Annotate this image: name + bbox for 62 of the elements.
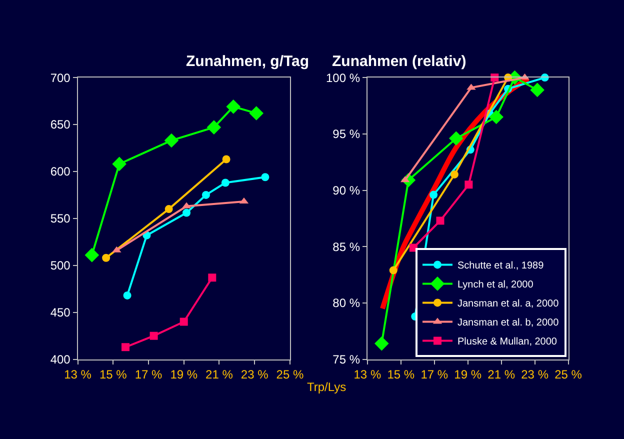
y-tick-label: 500 (50, 258, 71, 273)
y-tick-label: 600 (50, 164, 71, 179)
point (530, 82, 544, 98)
point (389, 266, 398, 274)
point (112, 156, 126, 172)
point (450, 170, 458, 178)
point (436, 216, 444, 225)
x-tick-label: 23 % (240, 368, 269, 382)
legend-label: Schutte et al., 1989 (457, 260, 544, 272)
point (202, 190, 210, 199)
point (102, 254, 110, 262)
x-tick-label: 19 % (454, 368, 482, 382)
point (206, 120, 222, 134)
x-tick-label: 13 % (354, 368, 382, 382)
point (164, 205, 173, 214)
x-tick-label: 19 % (170, 368, 198, 382)
x-tick-label: 15 % (99, 368, 128, 382)
y-tick-label: 75 % (332, 352, 360, 367)
point (150, 332, 158, 340)
point (430, 190, 438, 199)
point (448, 131, 464, 146)
x-tick-label: 23 % (521, 368, 549, 382)
point (84, 248, 100, 262)
y-tick-label: 550 (50, 212, 71, 226)
y-tick-label: 100 % (326, 70, 360, 85)
point (489, 110, 504, 124)
y-tick-label: 95 % (332, 127, 360, 142)
x-tick-label: 21 % (488, 368, 516, 382)
chart-title: Zunahmen (relativ) (332, 53, 466, 70)
point (122, 343, 130, 352)
y-tick-label: 700 (50, 70, 71, 85)
legend-label: Lynch et al, 2000 (457, 280, 534, 291)
x-axis-title: Trp/Lys (307, 380, 346, 394)
legend-label: Jansman et al. b, 2000 (457, 318, 560, 329)
point (226, 100, 241, 114)
y-tick-label: 650 (50, 118, 71, 132)
point (464, 180, 473, 189)
y-tick-label: 85 % (332, 240, 360, 254)
y-tick-label: 80 % (332, 296, 360, 310)
point (221, 178, 230, 187)
legend-label: Pluske & Mullan, 2000 (457, 336, 558, 348)
point (249, 106, 264, 120)
point (180, 318, 188, 326)
y-tick-label: 400 (50, 352, 71, 367)
x-tick-label: 15 % (387, 368, 415, 382)
point (261, 173, 270, 182)
x-tick-label: 13 % (64, 368, 92, 382)
y-tick-label: 450 (50, 306, 71, 320)
point (164, 133, 179, 148)
x-tick-label: 25 % (276, 368, 304, 382)
point (208, 274, 216, 282)
point (182, 208, 191, 217)
chart-title: Zunahmen, g/Tag (186, 53, 310, 70)
x-tick-label: 21 % (206, 368, 234, 382)
point (374, 336, 389, 351)
point (123, 291, 132, 300)
x-tick-label: 17 % (134, 368, 163, 382)
x-tick-label: 17 % (420, 368, 448, 382)
point (222, 155, 230, 164)
y-tick-label: 90 % (332, 183, 360, 198)
legend-label: Jansman et al. a, 2000 (457, 298, 560, 310)
x-tick-label: 25 % (554, 368, 582, 382)
